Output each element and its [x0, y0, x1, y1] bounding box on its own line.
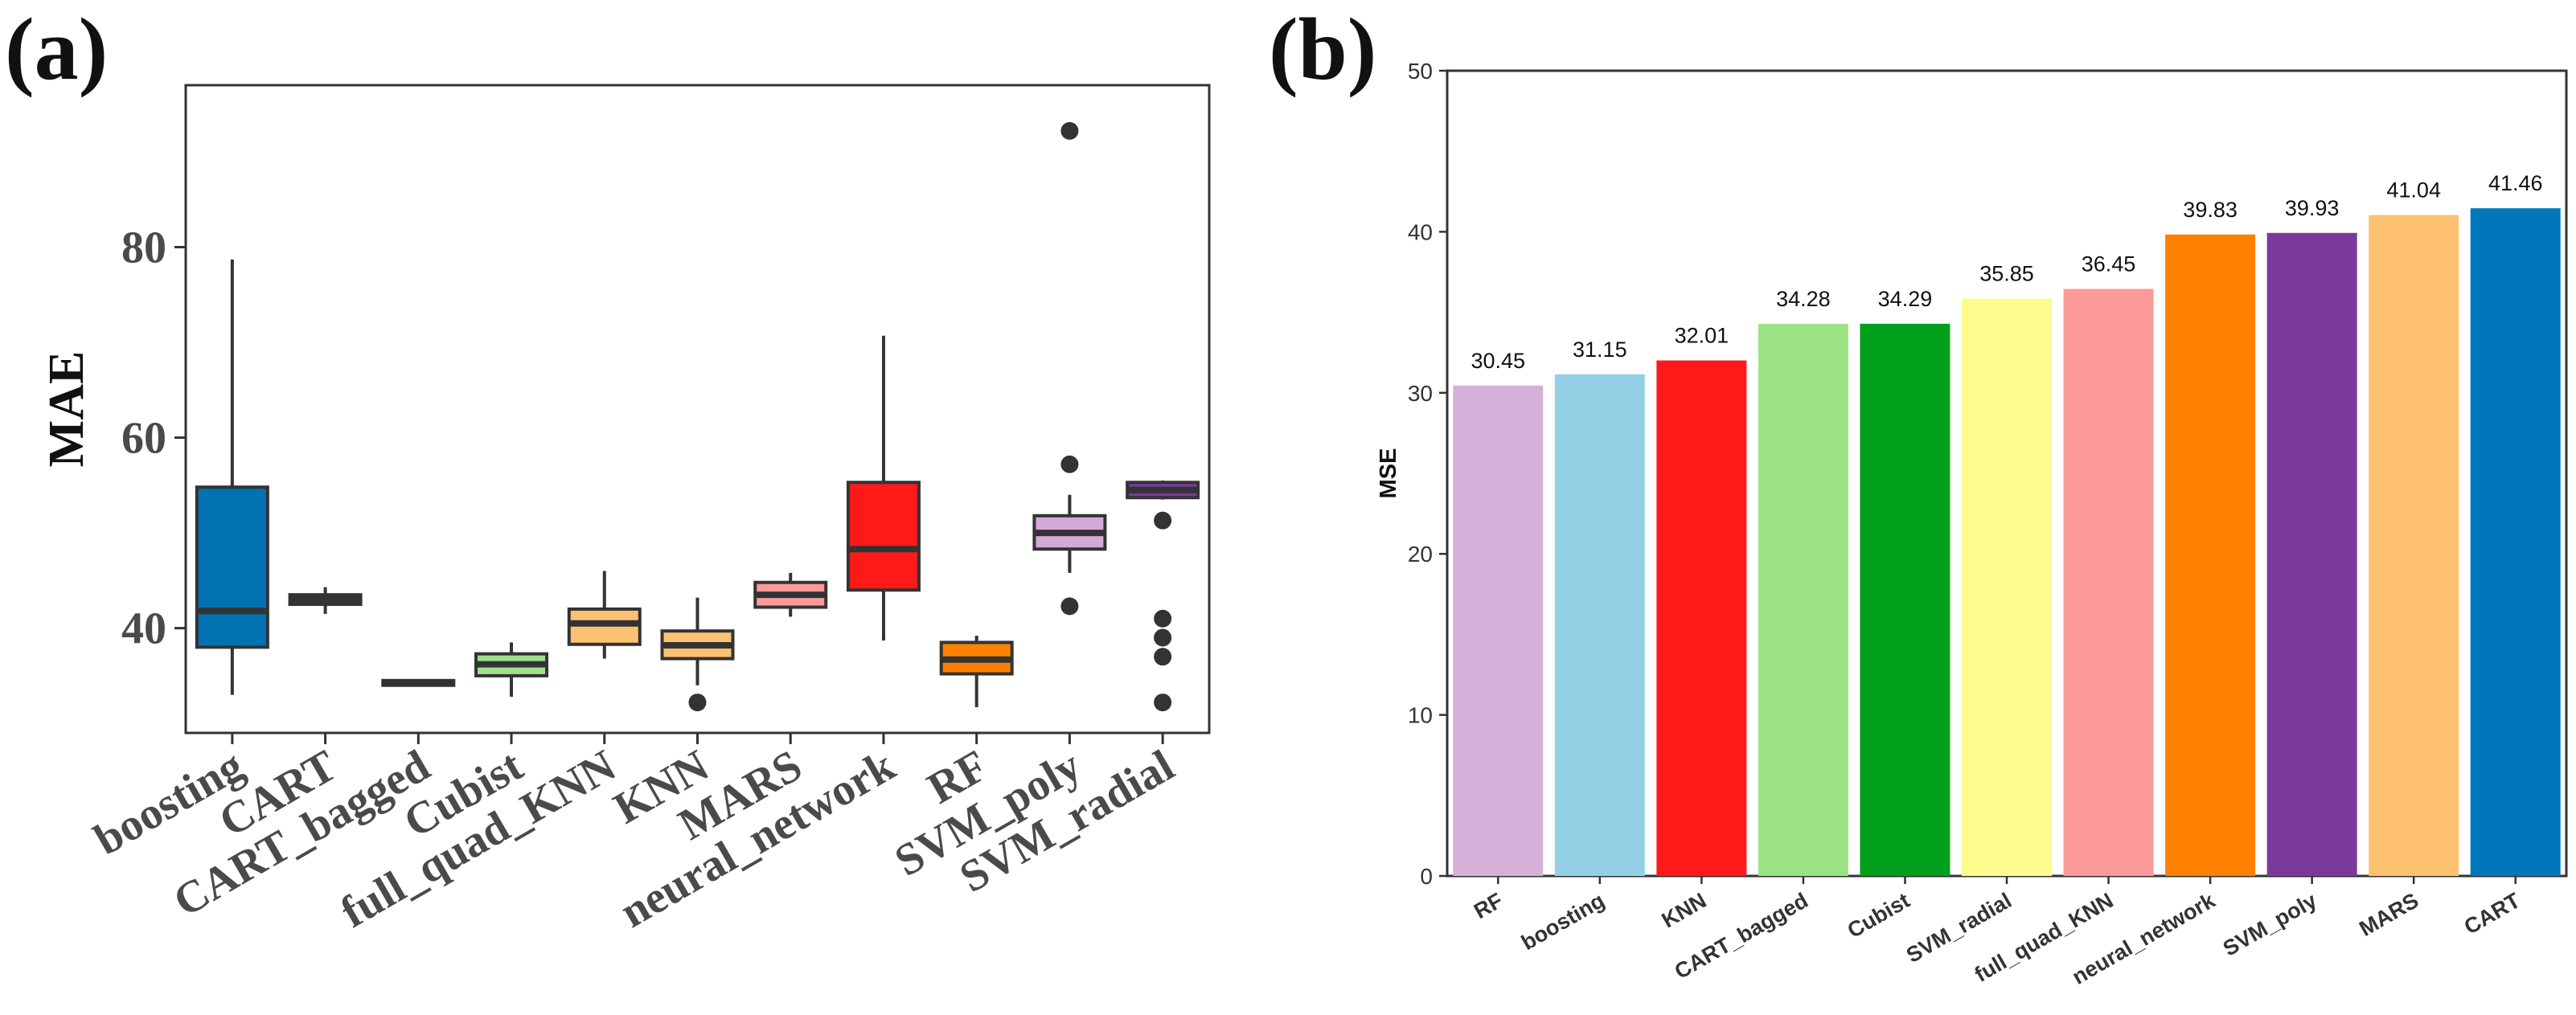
- bar-value-label: 34.28: [1776, 287, 1831, 311]
- bar-value-label: 39.93: [2285, 196, 2340, 220]
- panel-b-y-axis-label: MSE: [1376, 448, 1401, 499]
- panel-a-y-axis-label: MAE: [39, 351, 94, 468]
- box-iqr: [195, 485, 269, 649]
- bar-svm-poly: [2266, 232, 2357, 876]
- box-cart: [288, 587, 363, 614]
- panel-b-x-tick-label: Cubist: [1844, 888, 1914, 943]
- panel-b-x-tick-label: KNN: [1658, 888, 1711, 932]
- bar-value-label: 30.45: [1471, 349, 1525, 373]
- panel-b-x-tick-label: RF: [1470, 888, 1507, 923]
- panel-b-bars: 30.45 31.15 32.01 34.28 34.29 35.85 36.45 39.83…: [1453, 171, 2561, 877]
- panel-a-y-ticks: 40 60 80: [121, 223, 186, 654]
- panel-a-y-tick-label: 40: [121, 604, 166, 654]
- panel-a-label: (a): [5, 0, 108, 98]
- panel-b-y-tick-label: 30: [1408, 381, 1433, 406]
- panel-a-y-tick-label: 60: [121, 414, 166, 464]
- bar-cubist: [1860, 323, 1950, 877]
- panel-b-x-tick-label: boosting: [1517, 888, 1609, 955]
- bar-knn: [1656, 360, 1747, 876]
- outlier-point: [1060, 597, 1079, 616]
- panel-b-y-tick-label: 50: [1408, 59, 1433, 84]
- bar-mars: [2369, 215, 2459, 876]
- box-knn: [660, 597, 735, 712]
- panel-b-label: (b): [1269, 0, 1376, 98]
- outlier-point: [1060, 121, 1079, 140]
- bar-value-label: 39.83: [2183, 198, 2238, 222]
- bar-rf: [1453, 385, 1544, 877]
- bar-boosting: [1554, 374, 1645, 876]
- panel-a-y-tick-label: 80: [121, 223, 166, 273]
- outlier-point: [1154, 648, 1172, 666]
- bar-value-label: 31.15: [1573, 338, 1627, 362]
- panel-b-x-tick-label: CART: [2460, 888, 2525, 939]
- panel-b-y-tick-label: 20: [1408, 542, 1433, 567]
- bar-value-label: 41.04: [2386, 178, 2441, 203]
- box-rf: [939, 636, 1014, 707]
- bar-neural-network: [2165, 234, 2256, 877]
- panel-a-boxes: [195, 121, 1200, 712]
- panel-b-x-tick-label: SVM_poly: [2219, 888, 2321, 960]
- panel-b-y-tick-label: 40: [1408, 219, 1433, 244]
- panel-b-x-tick-label: MARS: [2355, 888, 2422, 941]
- box-iqr: [567, 607, 642, 646]
- bar-value-label: 32.01: [1675, 324, 1729, 348]
- outlier-point: [1154, 609, 1172, 628]
- outlier-point: [1154, 511, 1172, 530]
- outlier-point: [1154, 628, 1172, 647]
- bar-full-quad-knn: [2063, 289, 2154, 876]
- panel-b-y-ticks: 0 10 20 30 40 50: [1408, 59, 1447, 889]
- outlier-point: [1060, 455, 1079, 473]
- box-full-quad-knn: [567, 571, 642, 659]
- panel-a-x-ticks: boostingCARTCART_baggedCubistfull_quad_K…: [86, 733, 1183, 938]
- box-neural-network: [846, 335, 921, 641]
- box-cart-bagged: [381, 678, 456, 687]
- outlier-point: [1154, 694, 1172, 712]
- box-svm-radial: [1126, 480, 1200, 712]
- panel-a: (a) MAE 40 60 80 boostingCARTCART_baggedCu…: [5, 0, 1211, 938]
- bar-svm-radial: [1962, 298, 2052, 876]
- bar-value-label: 36.45: [2082, 252, 2136, 276]
- bar-value-label: 34.29: [1878, 287, 1933, 311]
- bar-value-label: 35.85: [1979, 262, 2034, 286]
- box-boosting: [195, 259, 269, 695]
- bar-cart: [2470, 208, 2561, 876]
- box-iqr: [846, 481, 921, 592]
- bar-value-label: 41.46: [2488, 171, 2543, 195]
- box-cubist: [474, 642, 549, 697]
- bar-cart-bagged: [1758, 324, 1848, 876]
- outlier-point: [688, 694, 707, 712]
- panel-b-y-tick-label: 0: [1420, 864, 1433, 889]
- box-svm-poly: [1032, 121, 1107, 616]
- box-mars: [753, 572, 828, 617]
- panel-b-y-tick-label: 10: [1408, 703, 1433, 728]
- panel-b: (b) MSE 0 10 20 30 40 50 30.45 31.15 32.01 34.28…: [1269, 0, 2568, 989]
